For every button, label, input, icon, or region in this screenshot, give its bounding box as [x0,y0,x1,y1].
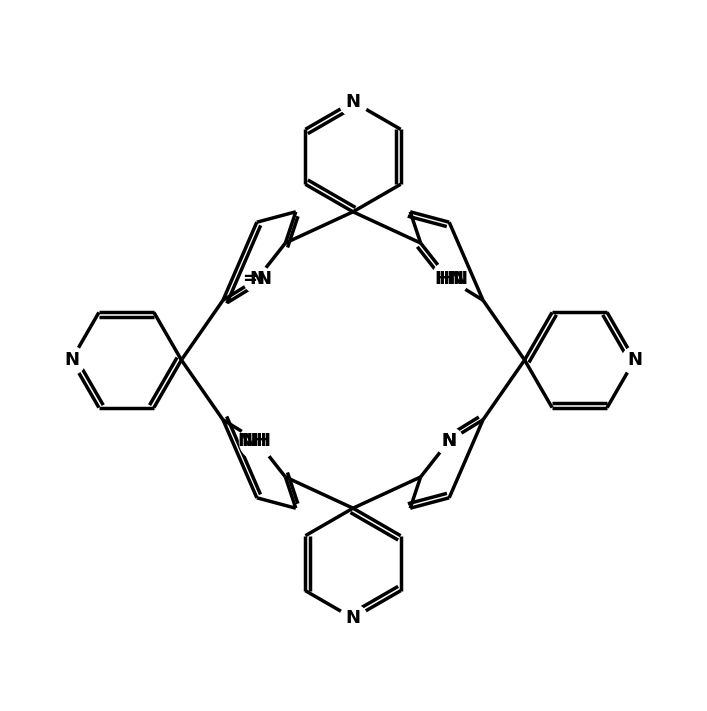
Text: N: N [346,93,361,111]
Text: N: N [442,432,457,449]
Text: NH: NH [242,432,271,449]
Text: HN: HN [434,270,464,289]
Text: N: N [442,432,457,449]
Text: HN: HN [438,270,468,289]
Text: N: N [64,351,79,369]
Text: NH: NH [238,432,268,449]
Text: N: N [250,270,264,289]
Text: N: N [627,351,642,369]
Text: =N: =N [242,270,271,289]
Text: N: N [346,609,361,627]
